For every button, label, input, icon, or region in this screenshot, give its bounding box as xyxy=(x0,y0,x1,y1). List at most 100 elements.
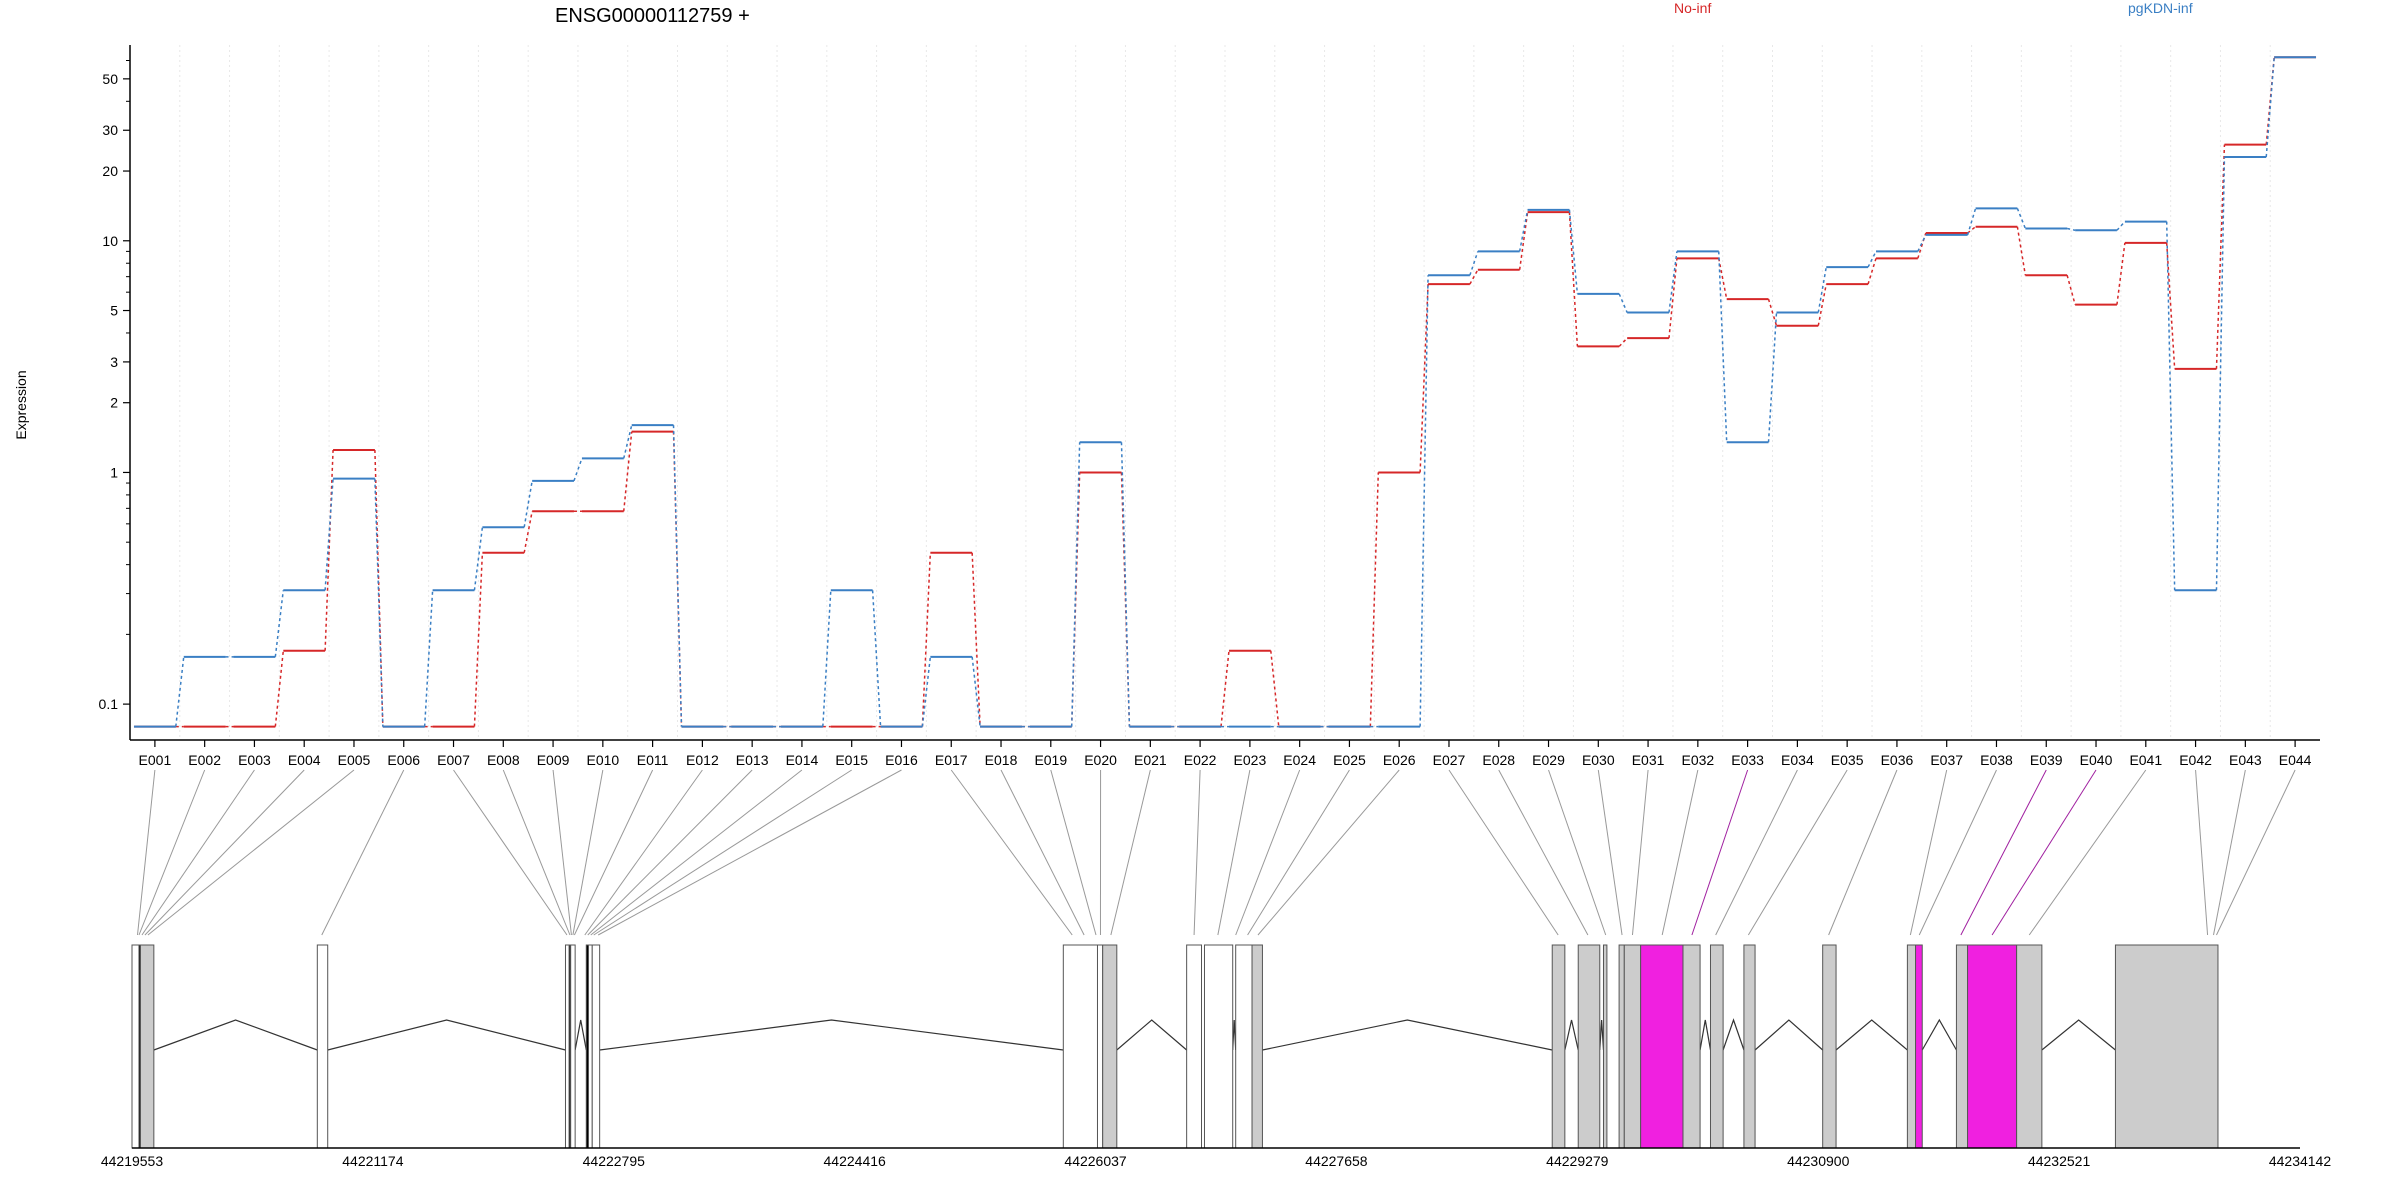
exon-block xyxy=(1251,944,1263,1149)
genomic-coordinate-axis: 44219553 44221174 44222795 44224416 44226037… xyxy=(101,1147,2331,1169)
transition-line xyxy=(1767,312,1778,443)
exon-label-E004: E004 xyxy=(288,752,321,768)
exon-label-E006: E006 xyxy=(387,752,420,768)
transition-line xyxy=(2016,226,2027,276)
connector-E007 xyxy=(453,769,568,936)
exon-label-E012: E012 xyxy=(686,752,719,768)
transition-line xyxy=(672,425,683,727)
y-tick-label: 3 xyxy=(110,354,118,370)
chart-title: ENSG00000112759 + xyxy=(555,5,750,27)
connector-E003 xyxy=(141,769,255,936)
connector-E016 xyxy=(597,769,902,936)
exon-label-E037: E037 xyxy=(1930,752,1963,768)
intron-line xyxy=(1564,1019,1579,1051)
exon-block xyxy=(2114,944,2219,1149)
intron-line xyxy=(2041,1019,2116,1051)
exon-label-E027: E027 xyxy=(1433,752,1466,768)
connector-E042 xyxy=(2195,769,2209,936)
connector-E023 xyxy=(1217,769,1251,936)
exon-block xyxy=(570,944,576,1149)
genomic-tick-label: 44221174 xyxy=(342,1153,403,1169)
genomic-tick-label: 44219553 xyxy=(101,1153,164,1169)
genomic-tick-label: 44222795 xyxy=(583,1153,646,1169)
exon-block xyxy=(591,944,601,1149)
exon-block xyxy=(1102,944,1118,1149)
connector-E037 xyxy=(1909,769,1948,936)
connector-E026 xyxy=(1257,769,1400,936)
connector-E002 xyxy=(138,769,206,936)
transition-line xyxy=(2116,221,2126,231)
exon-block xyxy=(1709,944,1724,1149)
connector-E008 xyxy=(502,769,571,936)
connector-E040 xyxy=(1991,769,2097,936)
transition-line xyxy=(871,590,882,727)
transition-line xyxy=(1967,226,1977,234)
connector-E027 xyxy=(1448,769,1559,936)
transition-line xyxy=(1718,258,1728,300)
y-axis-label: Expression xyxy=(13,370,29,439)
connector-E010 xyxy=(572,769,604,936)
connector-E044 xyxy=(2216,769,2296,936)
intron-line xyxy=(1262,1019,1553,1051)
exon-label-E011: E011 xyxy=(637,752,669,768)
exon-label-E024: E024 xyxy=(1283,752,1316,768)
transition-line xyxy=(374,478,384,727)
transition-line xyxy=(2116,242,2126,305)
y-tick-label: 50 xyxy=(102,71,118,87)
exon-block xyxy=(1618,944,1625,1149)
transition-line xyxy=(473,552,484,727)
transition-line xyxy=(622,431,633,512)
y-tick-label: 2 xyxy=(110,395,118,411)
y-tick-label: 20 xyxy=(102,163,118,179)
gene-model xyxy=(131,944,2219,1149)
transition-line xyxy=(1469,269,1479,285)
connector-E024 xyxy=(1235,769,1301,936)
connector-E014 xyxy=(590,769,803,936)
connector-E041 xyxy=(2028,769,2147,936)
transition-line xyxy=(1668,258,1678,339)
connector-E017 xyxy=(950,769,1073,936)
connector-E036 xyxy=(1828,769,1898,936)
transition-line xyxy=(274,590,285,657)
y-tick-label: 1 xyxy=(110,464,118,480)
connector-E025 xyxy=(1247,769,1350,936)
intron-line xyxy=(1599,1019,1605,1051)
transition-line xyxy=(2066,275,2076,305)
transition-line xyxy=(971,552,981,727)
transition-line xyxy=(1120,442,1131,727)
transition-line xyxy=(2265,57,2275,158)
exon-label-E040: E040 xyxy=(2080,752,2113,768)
exon-label-E023: E023 xyxy=(1234,752,1267,768)
transition-line xyxy=(1817,283,1827,326)
genomic-tick-label: 44227658 xyxy=(1305,1153,1368,1169)
exon-label-E025: E025 xyxy=(1333,752,1366,768)
exon-label-E021: E021 xyxy=(1134,752,1167,768)
y-tick-label: 5 xyxy=(110,303,118,319)
exon-label-E014: E014 xyxy=(786,752,819,768)
exon-label-E029: E029 xyxy=(1532,752,1565,768)
transition-line xyxy=(2215,156,2226,591)
exon-block xyxy=(1551,944,1566,1149)
exon-block xyxy=(1062,944,1098,1149)
exon-block xyxy=(1602,944,1608,1149)
connector-E028 xyxy=(1498,769,1589,936)
intron-line xyxy=(574,1019,587,1051)
exon-label-E001: E001 xyxy=(139,752,172,768)
transition-line xyxy=(1270,650,1280,727)
legend-pgkdn-inf: pgKDN-inf xyxy=(2128,0,2193,16)
intron-line xyxy=(153,1019,318,1051)
exon-label-E015: E015 xyxy=(835,752,868,768)
transition-line xyxy=(822,590,832,727)
connector-E006 xyxy=(321,769,405,936)
exon-block xyxy=(1235,944,1253,1149)
connector-E039 xyxy=(1960,769,2047,936)
transition-line xyxy=(523,480,533,528)
exon-block xyxy=(1915,944,1923,1149)
transition-line xyxy=(1220,650,1230,727)
exon-block xyxy=(588,944,593,1149)
exon-block xyxy=(1822,944,1837,1149)
connector-E012 xyxy=(584,769,703,936)
intron-line xyxy=(1921,1018,1957,1051)
transition-line xyxy=(1618,337,1628,347)
exon-label-E033: E033 xyxy=(1731,752,1764,768)
